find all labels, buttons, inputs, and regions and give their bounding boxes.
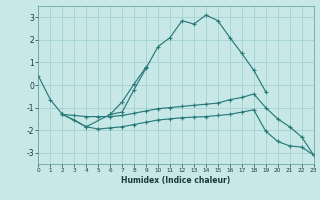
X-axis label: Humidex (Indice chaleur): Humidex (Indice chaleur) <box>121 176 231 185</box>
